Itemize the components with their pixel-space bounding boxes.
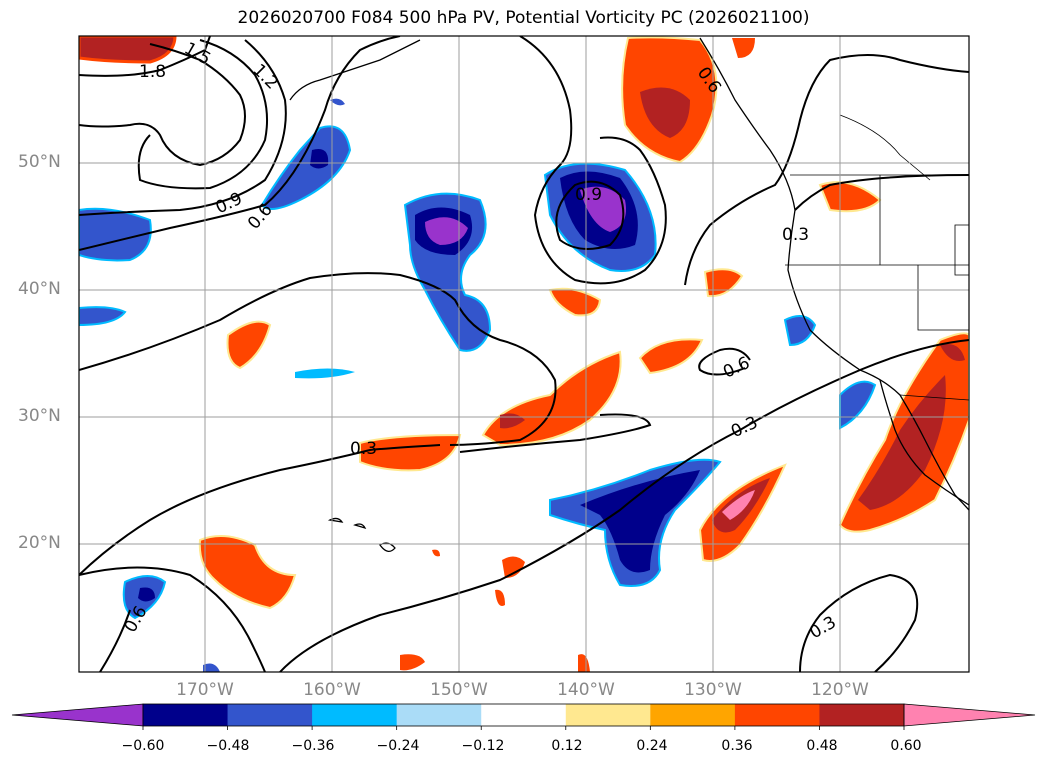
anomaly-blue [330, 98, 345, 106]
map-frame [78, 35, 970, 673]
anomaly-light [295, 368, 355, 379]
colorbar-tick-label: 0.12 [551, 738, 583, 754]
colorbar-tick-label: 0.60 [890, 738, 922, 754]
anomaly-orange [481, 350, 622, 447]
anomaly-orange [432, 549, 440, 557]
lon-label: 130°W [684, 680, 742, 700]
positive-pv-anomalies [79, 36, 969, 672]
lon-label: 160°W [303, 680, 361, 700]
colorbar-tick-label: −0.36 [291, 738, 335, 754]
anomaly-red [940, 344, 965, 361]
lon-label: 140°W [557, 680, 615, 700]
colorbar-segment [143, 704, 229, 726]
colorbar-tick-label: −0.24 [376, 738, 420, 754]
anomaly-orange [703, 268, 744, 298]
political-borders [785, 114, 969, 401]
contour-label: 0.3 [350, 439, 377, 459]
colorbar-segment [819, 704, 905, 726]
colorbar-segment [565, 704, 651, 726]
anomaly-blue [203, 663, 220, 672]
colorbar-segment [481, 704, 567, 726]
colorbar-segment [650, 704, 736, 726]
map-title: 2026020700 F084 500 hPa PV, Potential Vo… [237, 8, 810, 28]
contour-label: 1.2 [249, 60, 282, 93]
negative-pv-anomalies [79, 98, 877, 672]
lat-label: 30°N [18, 406, 61, 426]
lon-label: 120°W [811, 680, 869, 700]
anomaly-orange [548, 287, 602, 317]
colorbar-tick-label: 0.36 [721, 738, 753, 754]
contour-label: 0.3 [782, 225, 809, 245]
anomaly-red [858, 375, 946, 510]
anomaly-red [79, 36, 177, 64]
lon-label: 170°W [176, 680, 234, 700]
anomaly-orange [359, 433, 462, 472]
colorbar-tick-label: −0.12 [461, 738, 505, 754]
colorbar-segment [227, 704, 313, 726]
colorbar-tick-label: −0.48 [206, 738, 250, 754]
colorbar-segment [312, 704, 398, 726]
colorbar-extend-low [11, 703, 144, 727]
colorbar-segment [734, 704, 820, 726]
contour-label: 1.8 [139, 62, 166, 82]
anomaly-red [640, 87, 690, 138]
colorbar-tick-label: 0.48 [806, 738, 838, 754]
anomaly-orange [198, 535, 297, 610]
colorbar-segment [396, 704, 482, 726]
lat-label: 40°N [18, 279, 61, 299]
anomaly-blue [260, 125, 352, 210]
anomaly-blue [839, 380, 877, 430]
colorbar-frame [142, 703, 905, 727]
coastlines [289, 37, 969, 552]
colorbar-tick-label: 0.24 [636, 738, 668, 754]
anomaly-orange [226, 320, 272, 370]
colorbar-extend-high [903, 703, 1036, 727]
colorbar-tick-label: −0.60 [121, 738, 165, 754]
colorbar [11, 703, 1036, 730]
lat-label: 20°N [18, 533, 61, 553]
anomaly-orange [638, 338, 704, 375]
contour-label: 0.3 [806, 612, 839, 643]
anomaly-navy [310, 149, 329, 169]
anomaly-blue [79, 207, 152, 262]
anomaly-pink [722, 490, 755, 520]
anomaly-orange [578, 654, 590, 672]
anomaly-purple [580, 186, 626, 232]
anomaly-orange [732, 38, 755, 58]
anomaly-purple [425, 217, 468, 245]
anomaly-blue [79, 306, 127, 327]
lon-label: 150°W [430, 680, 488, 700]
anomaly-orange [495, 589, 505, 606]
lat-label: 50°N [18, 152, 61, 172]
contour-label: 0.9 [575, 185, 602, 205]
anomaly-navy [138, 587, 155, 602]
anomaly-blue [783, 315, 817, 347]
anomaly-orange [400, 654, 425, 671]
anomaly-navy [580, 470, 700, 573]
anomaly-orange [502, 556, 525, 578]
gridlines [79, 36, 969, 672]
